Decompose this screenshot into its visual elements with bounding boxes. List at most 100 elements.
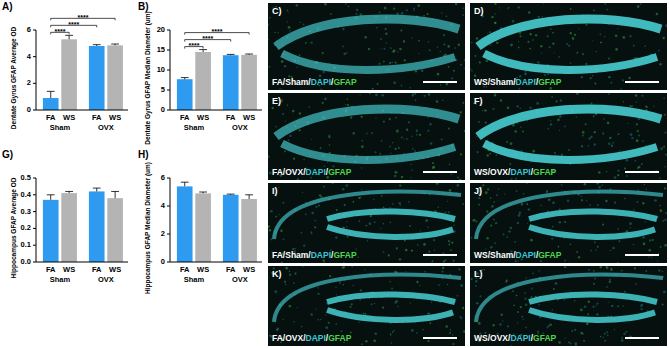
- cell-dot: [462, 102, 464, 104]
- granule-layer: [529, 227, 655, 237]
- y-tick: [167, 206, 170, 207]
- cell-dot: [339, 282, 341, 284]
- cell-dot: [646, 188, 647, 189]
- cell-dot: [502, 320, 503, 321]
- cell-dot: [430, 142, 433, 145]
- cell-dot: [494, 93, 495, 94]
- cell-dot: [380, 38, 382, 40]
- cell-dot: [508, 7, 509, 8]
- cell-dot: [574, 342, 577, 345]
- significance-label: ****: [211, 28, 222, 35]
- cell-dot: [420, 230, 421, 231]
- cell-dot: [605, 200, 607, 202]
- cell-dot: [414, 93, 416, 95]
- cell-dot: [445, 212, 447, 214]
- cell-dot: [442, 267, 445, 270]
- x-tick-label: FA: [226, 113, 236, 122]
- y-tick-label: 0.5: [21, 173, 31, 182]
- group-label: OVX: [98, 123, 114, 132]
- cell-dot: [543, 3, 544, 4]
- group-label: OVX: [232, 123, 248, 132]
- cell-dot: [510, 44, 513, 47]
- cell-dot: [596, 303, 598, 305]
- cell-dot: [511, 43, 513, 45]
- group-label: Sham: [50, 123, 71, 132]
- cell-dot: [416, 130, 418, 132]
- cell-dot: [450, 174, 452, 176]
- granule-layer: [327, 211, 455, 219]
- cell-dot: [501, 313, 503, 315]
- x-tick-label: WS: [243, 113, 255, 122]
- cell-dot: [479, 61, 481, 63]
- cell-dot: [527, 223, 528, 224]
- cell-dot: [587, 313, 589, 315]
- cell-dot: [629, 105, 631, 107]
- cell-dot: [358, 197, 360, 199]
- scale-bar: [423, 337, 457, 339]
- cell-dot: [311, 231, 313, 233]
- cell-dot: [622, 305, 623, 306]
- cell-dot: [551, 96, 553, 98]
- image-background: [470, 183, 667, 263]
- cell-dot: [559, 115, 562, 118]
- error-bar: [93, 45, 101, 46]
- y-axis: [36, 178, 37, 262]
- granule-layer: [276, 19, 459, 47]
- cell-dot: [602, 133, 604, 135]
- cell-dot: [355, 13, 357, 15]
- cell-dot: [410, 302, 411, 303]
- cell-dot: [622, 79, 624, 81]
- cell-dot: [530, 239, 533, 242]
- cell-dot: [323, 186, 325, 188]
- cell-dot: [345, 3, 347, 5]
- cell-dot: [405, 271, 406, 272]
- cell-dot: [568, 341, 570, 343]
- error-cap: [47, 194, 55, 195]
- cell-dot: [283, 319, 284, 320]
- cell-dot: [557, 119, 560, 122]
- bar: [177, 186, 193, 262]
- cell-dot: [586, 322, 589, 325]
- y-tick-label: 0: [161, 257, 165, 266]
- cell-dot: [453, 224, 455, 226]
- cell-dot: [578, 28, 579, 29]
- cell-dot: [644, 45, 645, 46]
- cell-dot: [660, 246, 662, 248]
- cell-dot: [582, 131, 585, 134]
- cell-dot: [494, 22, 496, 24]
- cell-dot: [394, 148, 396, 150]
- cell-dot: [443, 34, 445, 36]
- error-cap: [93, 44, 101, 45]
- caption-part: FA/Sham/: [272, 77, 311, 87]
- cell-dot: [588, 145, 589, 146]
- cell-dot: [570, 343, 572, 345]
- cell-dot: [372, 88, 374, 90]
- cell-dot: [361, 167, 362, 168]
- bar-chart: G)Hippocampus GFAP Average OD0.00.10.20.…: [2, 149, 128, 284]
- cell-dot: [572, 37, 574, 39]
- cell-dot: [665, 212, 667, 214]
- cell-dot: [606, 171, 607, 172]
- cell-dot: [403, 40, 405, 42]
- cell-dot: [269, 17, 271, 19]
- cell-dot: [310, 313, 313, 316]
- cell-dot: [359, 196, 361, 198]
- cell-dot: [528, 208, 531, 211]
- cell-dot: [359, 299, 361, 301]
- cell-dot: [383, 121, 385, 123]
- group-label: Sham: [184, 123, 205, 132]
- cell-dot: [460, 316, 462, 318]
- error-line: [184, 182, 185, 186]
- cell-dot: [448, 127, 450, 129]
- cell-dot: [485, 121, 487, 123]
- group-label: Sham: [184, 275, 205, 284]
- cell-dot: [268, 24, 269, 26]
- error-cap: [111, 44, 119, 45]
- cell-dot: [410, 177, 411, 178]
- cell-dot: [524, 73, 527, 76]
- cell-dot: [381, 140, 383, 142]
- cell-dot: [302, 192, 303, 193]
- cell-dot: [499, 323, 502, 326]
- cell-dot: [607, 334, 609, 336]
- cell-dot: [581, 76, 583, 78]
